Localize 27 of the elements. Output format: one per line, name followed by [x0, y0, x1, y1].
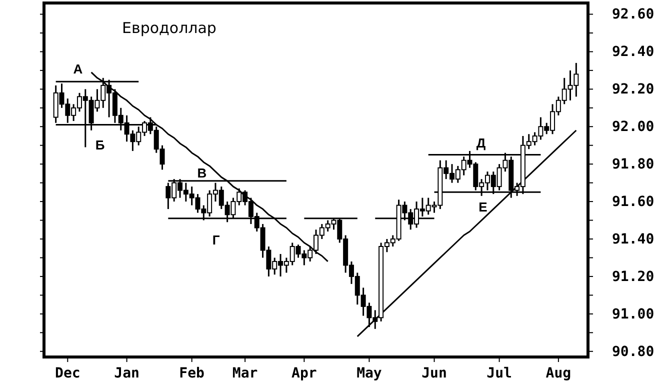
y-tick-label: 91.60: [612, 194, 654, 210]
annotation: Д: [476, 135, 486, 150]
annotation: В: [197, 165, 207, 180]
x-tick-label: Mar: [232, 366, 258, 381]
y-tick-label: 92.20: [612, 82, 654, 98]
x-tick-label: Aug: [546, 366, 572, 381]
x-tick-label: Dec: [55, 366, 80, 381]
y-tick-label: 91.00: [612, 306, 654, 322]
annotation: А: [73, 61, 84, 76]
x-tick-label: Feb: [179, 366, 204, 381]
x-tick-label: Apr: [292, 366, 317, 381]
y-tick-label: 90.80: [612, 344, 654, 360]
y-tick-label: 91.20: [612, 268, 654, 285]
y-tick-label: 92.60: [612, 6, 654, 23]
x-tick-label: Jan: [114, 366, 140, 381]
text: Евродоллар: [122, 19, 216, 37]
y-tick-label: 92.00: [612, 119, 654, 136]
annotation: Г: [212, 232, 220, 248]
line-series: [356, 130, 577, 338]
y-tick-label: 91.40: [612, 231, 654, 248]
x-tick-label: Jun: [422, 366, 447, 381]
x-tick-label: Jul: [486, 366, 512, 381]
y-tick-label: 92.40: [612, 44, 654, 60]
annotation: Е: [478, 199, 488, 214]
annotation: Б: [95, 137, 105, 152]
y-tick-label: 91.80: [612, 156, 654, 173]
x-tick-label: May: [356, 366, 382, 381]
